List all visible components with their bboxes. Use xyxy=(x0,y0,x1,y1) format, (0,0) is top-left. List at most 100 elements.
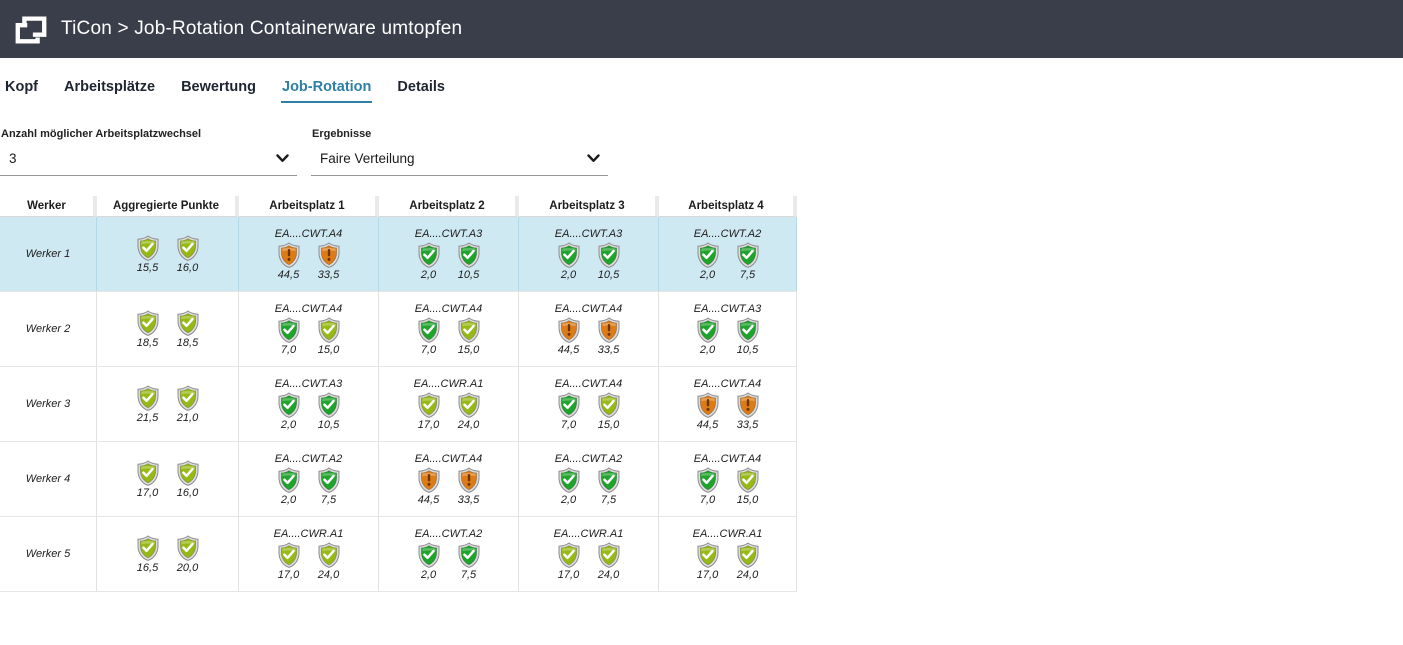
shield-stack: 16,5 xyxy=(136,534,160,574)
tab-kopf[interactable]: Kopf xyxy=(4,79,39,103)
workplace-label: EA....CWR.A1 xyxy=(273,527,344,540)
shield-stack: 24,0 xyxy=(457,391,481,431)
shield-exclamation-icon xyxy=(597,316,621,343)
shield-value: 18,5 xyxy=(136,336,159,349)
shield-stack: 7,0 xyxy=(557,391,581,431)
shield-value: 15,0 xyxy=(597,418,620,431)
shield-value: 2,0 xyxy=(420,568,437,581)
shield-pair: 2,0 10,5 xyxy=(277,391,341,431)
shield-value: 21,0 xyxy=(176,411,199,424)
arbeitsplatz-2-cell: EA....CWT.A2 2,0 7,5 xyxy=(379,517,519,591)
shield-check-icon xyxy=(417,541,441,568)
arbeitsplatz-1-cell: EA....CWR.A1 17,0 24,0 xyxy=(239,517,379,591)
shield-check-icon xyxy=(736,316,760,343)
table-row-werker-3[interactable]: Werker 3 21,5 21,0 EA....CWT.A3 2,0 10,5 EA...… xyxy=(0,367,797,442)
shield-stack: 7,0 xyxy=(417,316,441,356)
shield-stack: 2,0 xyxy=(696,241,720,281)
shield-check-icon xyxy=(696,241,720,268)
ergebnisse-select[interactable]: Faire Verteilung xyxy=(311,149,608,176)
arbeitsplatz-3-cell: EA....CWT.A2 2,0 7,5 xyxy=(519,442,659,516)
shield-stack: 17,0 xyxy=(696,541,720,581)
shield-exclamation-icon xyxy=(417,466,441,493)
column-header-arbeitsplatz-1: Arbeitsplatz 1 xyxy=(239,196,379,217)
table-row-werker-5[interactable]: Werker 5 16,5 20,0 EA....CWR.A1 17,0 24,0 EA..… xyxy=(0,517,797,592)
tab-bewertung[interactable]: Bewertung xyxy=(180,79,257,103)
arbeitsplatz-4-cell: EA....CWT.A4 44,5 33,5 xyxy=(659,367,797,441)
tab-job-rotation[interactable]: Job-Rotation xyxy=(281,79,373,103)
shield-exclamation-icon xyxy=(277,241,301,268)
shield-value: 2,0 xyxy=(420,268,437,281)
shield-stack: 15,0 xyxy=(457,316,481,356)
shield-pair: 17,0 24,0 xyxy=(417,391,481,431)
shield-stack: 10,5 xyxy=(736,316,760,356)
shield-check-icon xyxy=(736,541,760,568)
workplace-label: EA....CWT.A4 xyxy=(554,302,623,315)
table-row-werker-1[interactable]: Werker 1 15,5 16,0 EA....CWT.A4 44,5 33,5 EA..… xyxy=(0,217,797,292)
shield-stack: 17,0 xyxy=(557,541,581,581)
table-header-row: Werker Aggregierte Punkte Arbeitsplatz 1 Ar… xyxy=(0,196,797,217)
shield-value: 2,0 xyxy=(560,268,577,281)
shield-pair: 7,0 15,0 xyxy=(417,316,481,356)
shield-stack: 7,5 xyxy=(597,466,621,506)
shield-check-icon xyxy=(277,316,301,343)
workplace-label: EA....CWT.A4 xyxy=(693,452,762,465)
shield-pair: 21,5 21,0 xyxy=(136,384,200,424)
shield-check-icon xyxy=(317,316,341,343)
shield-check-icon xyxy=(417,241,441,268)
shield-value: 7,0 xyxy=(420,343,437,356)
shield-stack: 33,5 xyxy=(736,391,760,431)
table-row-werker-2[interactable]: Werker 2 18,5 18,5 EA....CWT.A4 7,0 15,0 EA...… xyxy=(0,292,797,367)
workplace-label: EA....CWR.A1 xyxy=(413,377,484,390)
shield-value: 2,0 xyxy=(280,418,297,431)
table-row-werker-4[interactable]: Werker 4 17,0 16,0 EA....CWT.A2 2,0 7,5 EA....… xyxy=(0,442,797,517)
shield-stack: 18,5 xyxy=(176,309,200,349)
column-header-aggregierte-punkte: Aggregierte Punkte xyxy=(97,196,239,217)
shield-value: 17,0 xyxy=(696,568,719,581)
shield-check-icon xyxy=(176,309,200,336)
shield-value: 2,0 xyxy=(699,343,716,356)
shield-value: 33,5 xyxy=(457,493,480,506)
shield-check-icon xyxy=(457,241,481,268)
arbeitsplatzwechsel-select[interactable]: 3 xyxy=(0,149,297,176)
shield-stack: 24,0 xyxy=(736,541,760,581)
workplace-label: EA....CWT.A4 xyxy=(693,377,762,390)
shield-pair: 44,5 33,5 xyxy=(557,316,621,356)
shield-value: 7,0 xyxy=(560,418,577,431)
shield-stack: 2,0 xyxy=(417,241,441,281)
shield-stack: 2,0 xyxy=(417,541,441,581)
shield-stack: 18,5 xyxy=(136,309,160,349)
arbeitsplatz-2-cell: EA....CWT.A3 2,0 10,5 xyxy=(379,217,519,291)
arbeitsplatz-2-cell: EA....CWR.A1 17,0 24,0 xyxy=(379,367,519,441)
shield-pair: 18,5 18,5 xyxy=(136,309,200,349)
shield-check-icon xyxy=(557,466,581,493)
tab-arbeitsplaetze[interactable]: Arbeitsplätze xyxy=(63,79,156,103)
shield-stack: 21,5 xyxy=(136,384,160,424)
shield-check-icon xyxy=(736,241,760,268)
shield-value: 7,5 xyxy=(739,268,756,281)
arbeitsplatz-4-cell: EA....CWT.A4 7,0 15,0 xyxy=(659,442,797,516)
shield-stack: 10,5 xyxy=(597,241,621,281)
shield-value: 7,5 xyxy=(460,568,477,581)
shield-check-icon xyxy=(597,391,621,418)
arbeitsplatz-1-cell: EA....CWT.A2 2,0 7,5 xyxy=(239,442,379,516)
shield-stack: 24,0 xyxy=(317,541,341,581)
tab-details[interactable]: Details xyxy=(396,79,446,103)
shield-exclamation-icon xyxy=(736,391,760,418)
werker-name: Werker 4 xyxy=(0,442,97,516)
shield-check-icon xyxy=(696,466,720,493)
shield-value: 17,0 xyxy=(277,568,300,581)
shield-stack: 2,0 xyxy=(277,466,301,506)
shield-value: 2,0 xyxy=(560,493,577,506)
aggregated-points-cell: 16,5 20,0 xyxy=(97,517,239,591)
table-body: Werker 1 15,5 16,0 EA....CWT.A4 44,5 33,5 EA..… xyxy=(0,217,797,592)
workplace-label: EA....CWT.A2 xyxy=(554,452,623,465)
arbeitsplatz-2-cell: EA....CWT.A4 44,5 33,5 xyxy=(379,442,519,516)
arbeitsplatz-3-cell: EA....CWR.A1 17,0 24,0 xyxy=(519,517,659,591)
shield-check-icon xyxy=(457,316,481,343)
shield-value: 2,0 xyxy=(280,493,297,506)
shield-pair: 16,5 20,0 xyxy=(136,534,200,574)
shield-pair: 17,0 24,0 xyxy=(557,541,621,581)
workplace-label: EA....CWT.A4 xyxy=(274,302,343,315)
shield-check-icon xyxy=(176,534,200,561)
shield-value: 7,0 xyxy=(699,493,716,506)
